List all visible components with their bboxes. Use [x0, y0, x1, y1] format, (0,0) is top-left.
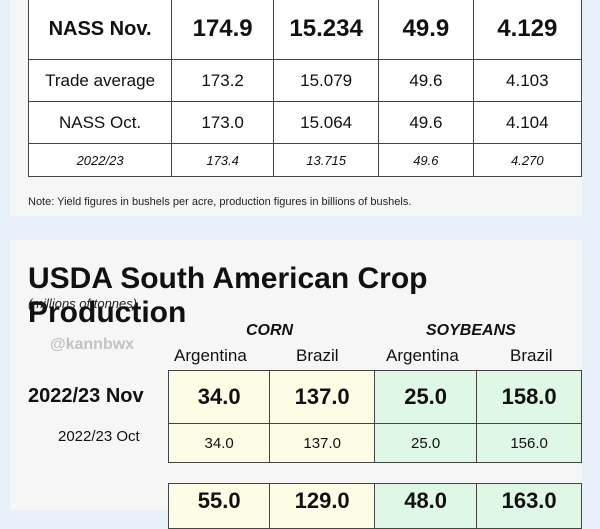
table-cell: 25.0: [373, 370, 478, 424]
table-cell: 48.0: [373, 483, 478, 529]
row-label: Trade average: [27, 59, 173, 102]
section-subtitle: (millions of tonnes): [28, 296, 138, 311]
table-cell: 49.9: [378, 0, 474, 60]
row-label: 2022/23: [27, 143, 173, 177]
table-cell: 158.0: [476, 370, 582, 424]
table-cell: 137.0: [269, 423, 375, 463]
country-header: Argentina: [386, 346, 459, 365]
row-label: 2022/23 Oct: [58, 428, 140, 445]
table-cell: 173.4: [171, 143, 275, 177]
section-title: USDA South American Crop Production: [28, 262, 428, 329]
south-america-card: USDA South American Crop Production (mil…: [10, 240, 582, 529]
table-cell: 55.0: [167, 483, 271, 529]
table-cell: 4.129: [472, 0, 583, 60]
corn-header: CORN: [246, 322, 294, 339]
table-row: NASS Nov. 174.9 15.234 49.9 4.129: [27, 0, 583, 60]
row-label: 2022/23 Nov: [28, 385, 144, 407]
us-estimates-table: NASS Nov. 174.9 15.234 49.9 4.129 Trade …: [27, 0, 583, 177]
table-cell: 15.064: [273, 101, 380, 144]
table-cell: 34.0: [167, 370, 271, 424]
south-america-table: 34.0 137.0 25.0 158.0 34.0 137.0 25.0 15…: [167, 370, 582, 529]
table-cell: 13.715: [273, 143, 380, 177]
table-cell: 49.6: [378, 143, 474, 177]
row-label: NASS Oct.: [27, 101, 173, 144]
table-cell: 129.0: [269, 483, 375, 529]
table-cell: 4.104: [472, 101, 583, 144]
soybeans-header: SOYBEANS: [426, 322, 516, 339]
table-cell: 173.0: [171, 101, 275, 144]
row-label: NASS Nov.: [27, 0, 173, 60]
table-row: Trade average 173.2 15.079 49.6 4.103: [27, 59, 583, 102]
table-row: 34.0 137.0 25.0 156.0: [167, 423, 582, 463]
table-cell: 173.2: [171, 59, 275, 102]
us-estimates-card: NASS Nov. 174.9 15.234 49.9 4.129 Trade …: [10, 0, 583, 216]
table-cell: 15.079: [273, 59, 380, 102]
table-row: NASS Oct. 173.0 15.064 49.6 4.104: [27, 101, 583, 144]
table-cell: 156.0: [476, 423, 582, 463]
table-cell: 49.6: [378, 101, 474, 144]
table-row: 2022/23 173.4 13.715 49.6 4.270: [27, 143, 583, 177]
table-cell: 34.0: [167, 423, 271, 463]
country-header: Argentina: [174, 346, 247, 365]
table-row: 34.0 137.0 25.0 158.0: [167, 370, 582, 424]
table-cell: 4.270: [472, 143, 583, 177]
units-note: Note: Yield figures in bushels per acre,…: [28, 196, 412, 208]
table-cell: 163.0: [476, 483, 582, 529]
table-cell: 4.103: [472, 59, 583, 102]
table-cell: 137.0: [269, 370, 375, 424]
table-cell: 15.234: [273, 0, 380, 60]
table-cell: 174.9: [171, 0, 275, 60]
country-header: Brazil: [296, 346, 339, 365]
country-header: Brazil: [510, 346, 553, 365]
author-watermark: @kannbwx: [50, 336, 135, 353]
table-row: 55.0 129.0 48.0 163.0: [167, 483, 582, 529]
table-cell: 49.6: [378, 59, 474, 102]
table-cell: 25.0: [373, 423, 478, 463]
